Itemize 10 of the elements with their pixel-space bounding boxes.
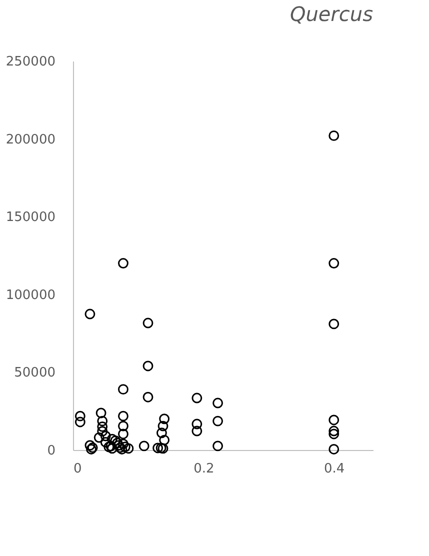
y-tick-label: 150000 xyxy=(6,210,56,226)
x-tick-label: 0 xyxy=(74,462,82,476)
x-tick-label: 0.4 xyxy=(324,462,345,476)
chart-title: Quercus xyxy=(290,2,373,26)
y-tick-label: 200000 xyxy=(6,132,56,148)
y-tick-label: 50000 xyxy=(14,366,56,381)
y-tick-label: 0 xyxy=(47,444,56,458)
y-tick-label: 100000 xyxy=(6,288,56,303)
y-tick-label: 250000 xyxy=(6,54,56,70)
x-tick-label: 0.2 xyxy=(194,462,214,476)
